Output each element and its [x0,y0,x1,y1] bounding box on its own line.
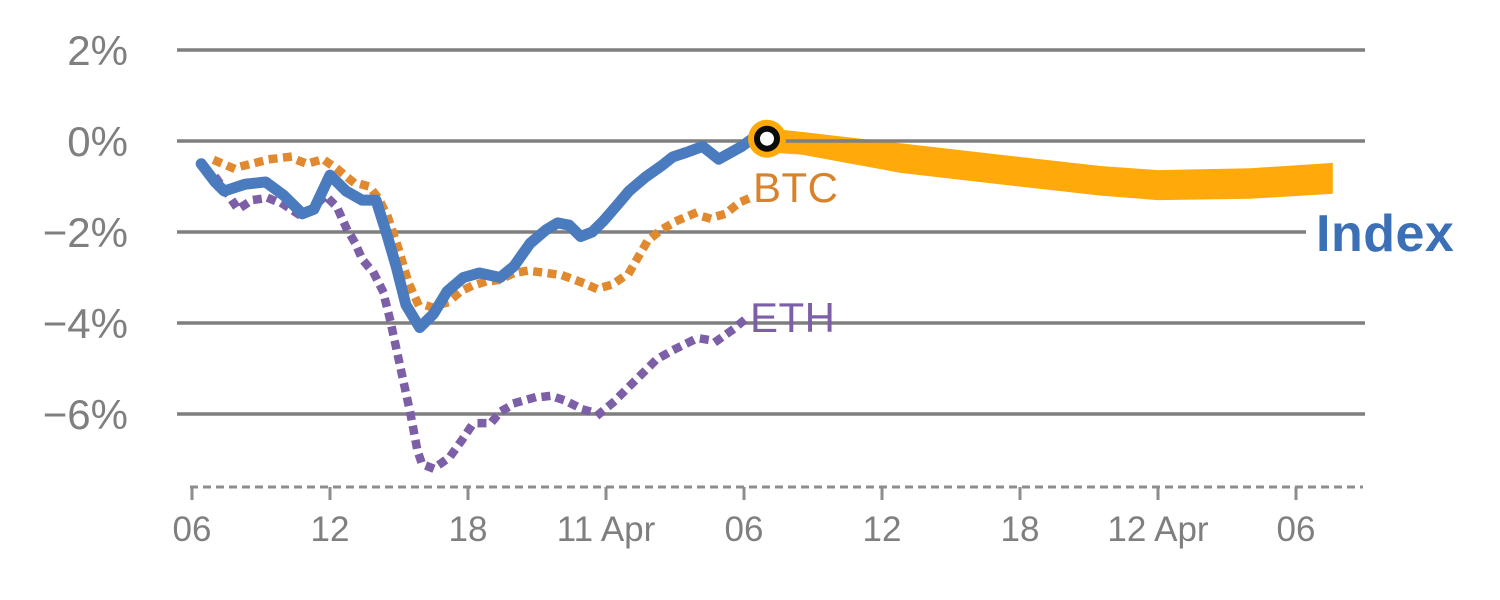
x-tick-label: 12 [311,510,350,549]
x-tick-label: 18 [449,510,488,549]
y-tick-label: −2% [43,209,128,256]
y-tick-label: −6% [43,391,128,438]
x-tick-label: 12 [863,510,902,549]
x-tick-label: 06 [1277,510,1316,549]
series-line-btc [211,152,762,312]
y-tick-label: −4% [43,300,128,347]
btc-series-label: BTC [753,164,839,211]
x-tick-label: 12 Apr [1107,510,1209,549]
x-tick-label: 11 Apr [557,510,656,549]
x-tick-label: 06 [725,510,764,549]
index-series-label: Index [1306,206,1461,264]
index-forecast-band [767,128,1333,201]
eth-series-label: ETH [750,294,836,341]
x-tick-label: 18 [1001,510,1040,549]
x-tick-label: 06 [173,510,212,549]
y-tick-label: 2% [67,27,128,74]
series-line-index [195,130,773,334]
forecast-start-marker [754,125,780,152]
y-tick-label: 0% [67,118,128,165]
